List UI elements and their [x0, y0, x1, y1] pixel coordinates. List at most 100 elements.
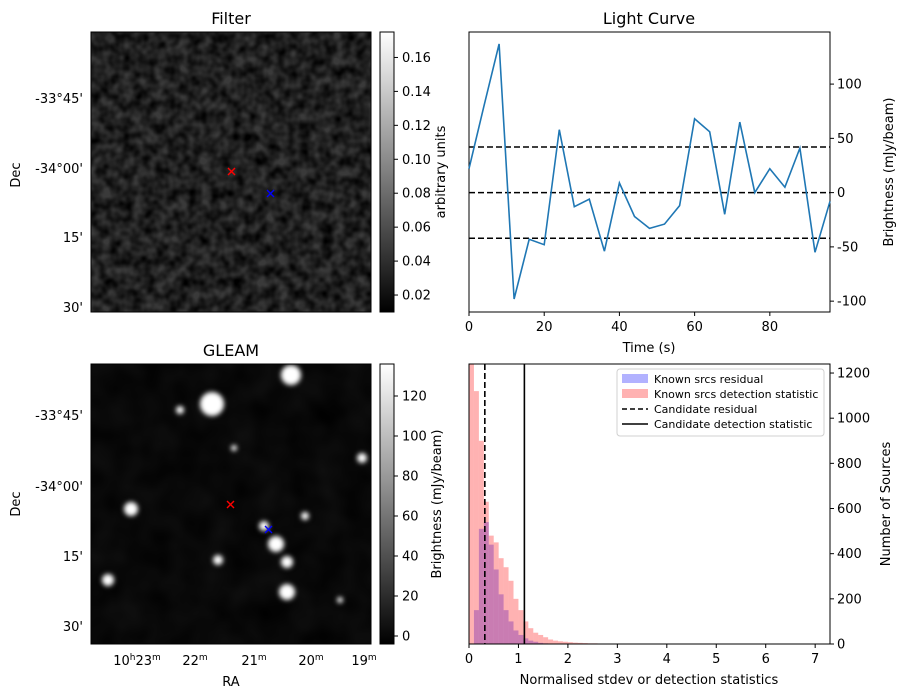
histogram-bar-detection	[473, 391, 479, 644]
histogram-x-tick-label: 1	[514, 652, 522, 667]
histogram-bar-detection	[503, 567, 509, 644]
lightcurve-y-tick-label: 100	[837, 78, 862, 93]
lightcurve-xlabel: Time (s)	[622, 341, 676, 356]
histogram-bar-residual	[533, 641, 539, 644]
gleam-source	[357, 453, 367, 463]
histogram-bar-residual	[523, 638, 529, 644]
histogram-panel: 0 1 2 3 4 5 6 7 0 200 400 600 800 1000 1200 Normalise…	[465, 363, 894, 688]
histogram-frame	[468, 363, 831, 645]
gleam-source	[259, 521, 269, 531]
lightcurve-y-tick-label: -100	[837, 295, 867, 310]
histogram-y-tick-label: 600	[837, 502, 862, 517]
filter-colorbar-tick-label: 0.08	[402, 187, 431, 202]
filter-ylabel: Dec	[9, 162, 24, 187]
histogram-bar-detection	[567, 642, 573, 644]
gleam-source	[268, 536, 284, 552]
gleam-source	[301, 512, 309, 520]
filter-colorbar-tick-label: 0.06	[402, 221, 431, 236]
histogram-bar-detection	[518, 610, 524, 644]
gleam-panel: GLEAM -33°45' -34°00'	[9, 341, 445, 690]
filter-dec-tick-label: -34°00'	[35, 162, 83, 177]
lightcurve-panel: Light Curve 0 20 40 60 80 -100 -50 0 50 100 Time…	[465, 9, 897, 356]
histogram-bar-detection	[488, 535, 494, 644]
gleam-ra-tick-label: 21m	[241, 653, 266, 669]
filter-colorbar-ticks: 0.02 0.04 0.06 0.08 0.10 0.12 0.14 0.16	[394, 51, 431, 304]
histogram-bar-detection	[469, 364, 474, 644]
legend-label-candidate-residual: Candidate residual	[654, 403, 757, 416]
histogram-y-tick-label: 0	[837, 638, 845, 653]
histogram-bar-residual	[503, 610, 509, 644]
gleam-source	[231, 445, 237, 451]
gleam-colorbar-tick-label: 100	[402, 430, 427, 445]
gleam-source	[337, 597, 343, 603]
gleam-ra-ticks: 10h23m 22m 21m 20m 19m	[113, 653, 376, 669]
gleam-title: GLEAM	[203, 341, 259, 360]
gleam-marker-red	[226, 500, 235, 509]
histogram-bar-detection	[498, 558, 504, 644]
histogram-y-ticks: 0 200 400 600 800 1000 1200	[830, 367, 870, 653]
gleam-image-frame	[90, 363, 372, 645]
histogram-bar-detection	[508, 580, 514, 644]
filter-dec-tick-label: -33°45'	[35, 92, 83, 107]
histogram-bar-detection	[493, 542, 499, 644]
gleam-source	[281, 365, 301, 385]
histogram-x-tick-label: 6	[762, 652, 770, 667]
gleam-colorbar-tick-label: 0	[402, 630, 410, 645]
gleam-colorbar-tick-label: 20	[402, 590, 419, 605]
lightcurve-hlines	[469, 146, 830, 239]
gleam-source	[200, 392, 224, 416]
filter-dec-tick-label: 30'	[63, 301, 83, 316]
gleam-xlabel: RA	[222, 675, 240, 690]
histogram-bar-residual	[483, 522, 489, 644]
histogram-series-residual	[473, 522, 554, 644]
lightcurve-x-ticks: 0 20 40 60 80	[465, 312, 778, 335]
histogram-x-ticks: 0 1 2 3 4 5 6 7	[465, 644, 819, 667]
histogram-bar-residual	[538, 642, 544, 644]
gleam-source	[102, 574, 114, 586]
filter-panel: Filter -33°45' -34°00' 15' 30' Dec 0.020…	[9, 9, 449, 316]
filter-title: Filter	[211, 9, 251, 28]
histogram-bar-detection	[483, 501, 489, 644]
gleam-dec-ticks: -33°45' -34°00' 15' 30'	[35, 409, 83, 635]
histogram-y-tick-label: 800	[837, 457, 862, 472]
filter-colorbar	[379, 31, 395, 313]
histogram-ylabel: Number of Sources	[879, 442, 894, 567]
filter-colorbar-tick-label: 0.12	[402, 119, 431, 134]
lightcurve-y-ticks: -100 -50 0 50 100	[830, 78, 867, 310]
legend-frame	[616, 368, 825, 437]
histogram-bar-detection	[558, 641, 563, 644]
gleam-ra-tick-label: 22m	[182, 653, 207, 669]
histogram-x-tick-label: 2	[564, 652, 572, 667]
legend-label-detection: Known srcs detection statistic	[654, 388, 818, 401]
legend-label-residual: Known srcs residual	[654, 373, 763, 386]
gleam-dec-tick-label: -34°00'	[35, 480, 83, 495]
histogram-x-tick-label: 3	[613, 652, 621, 667]
histogram-bar-detection	[478, 440, 484, 644]
filter-dec-ticks: -33°45' -34°00' 15' 30'	[35, 92, 83, 316]
filter-colorbar-tick-label: 0.10	[402, 153, 431, 168]
histogram-bar-detection	[513, 598, 519, 644]
histogram-y-tick-label: 1200	[837, 367, 870, 382]
filter-marker-red	[227, 167, 236, 176]
histogram-bar-detection	[538, 634, 544, 644]
lightcurve-ylabel: Brightness (mJy/beam)	[882, 98, 897, 247]
lightcurve-x-tick-label: 80	[762, 320, 779, 335]
gleam-colorbar-tick-label: 80	[402, 470, 419, 485]
histogram-x-tick-label: 7	[811, 652, 819, 667]
histogram-bar-detection	[528, 628, 534, 644]
histogram-bar-residual	[473, 610, 479, 644]
gleam-sources	[102, 365, 367, 603]
gleam-marker-blue	[264, 525, 273, 534]
legend-swatch-residual	[622, 374, 648, 383]
histogram-bar-detection	[577, 642, 583, 644]
histogram-bar-detection	[572, 642, 578, 644]
filter-colorbar-tick-label: 0.04	[402, 255, 431, 270]
gleam-source	[279, 584, 295, 600]
histogram-vlines	[484, 364, 526, 644]
gleam-source	[281, 556, 293, 568]
gleam-ra-tick-label: 20m	[298, 653, 323, 669]
lightcurve-title: Light Curve	[603, 9, 695, 28]
gleam-ra-tick-label: 10h23m	[113, 653, 161, 669]
gleam-colorbar-tick-label: 40	[402, 550, 419, 565]
